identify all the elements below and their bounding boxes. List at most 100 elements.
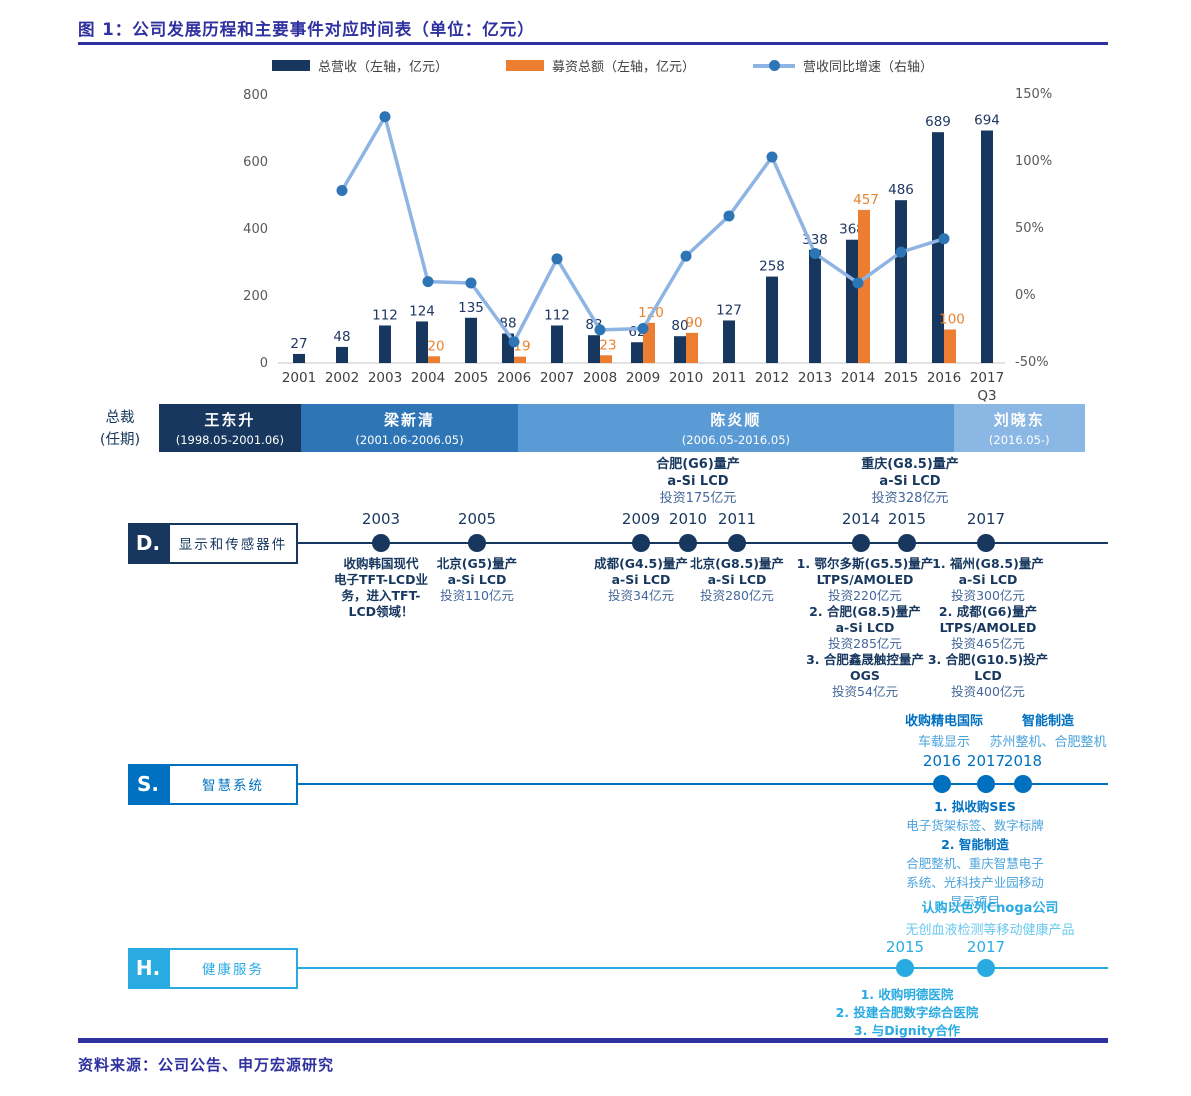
left-axis-tick: 400 bbox=[243, 222, 268, 237]
timeline-note-line: 重庆(G8.5)量产 bbox=[861, 457, 959, 472]
funding-bar-2010 bbox=[686, 332, 698, 363]
bottom-divider bbox=[78, 1038, 1108, 1043]
timeline-note-line: 合肥(G6)量产 bbox=[656, 457, 740, 472]
president-axis-label: 总裁 (任期) bbox=[88, 407, 152, 451]
left-axis-tick: 600 bbox=[243, 155, 268, 170]
timeline-note-line: 投资400亿元 bbox=[951, 684, 1025, 699]
timeline-year-2015: 2015 bbox=[885, 938, 925, 956]
president-term: (2006.05-2016.05) bbox=[681, 433, 790, 447]
growth-marker bbox=[379, 111, 391, 123]
president-term-bar: 王东升 (1998.05-2001.06) 梁新清 (2001.06-2006.05)… bbox=[159, 404, 1085, 452]
timeline-note-line: 成都(G4.5)量产 bbox=[594, 556, 688, 571]
revenue-bar-2013 bbox=[809, 249, 821, 363]
timeline-letter-box: H. bbox=[128, 947, 168, 989]
timeline-year-2015: 2015 bbox=[887, 510, 927, 528]
revenue-label-2016: 689 bbox=[925, 114, 951, 130]
timeline-dot-2010 bbox=[679, 534, 697, 552]
revenue-label-2010: 80 bbox=[671, 318, 688, 334]
x-tick-2007: 2007 bbox=[540, 370, 574, 386]
timeline-dot-2014 bbox=[852, 534, 870, 552]
timeline-dot-2015 bbox=[898, 534, 916, 552]
revenue-label-2007: 112 bbox=[544, 307, 570, 323]
timeline-note-below: 北京(G8.5)量产 a-Si LCD 投资280亿元 bbox=[597, 556, 877, 604]
x-tick-2012: 2012 bbox=[755, 370, 789, 386]
timeline-note-line: 2. 投建合肥数字综合医院 bbox=[835, 1005, 979, 1020]
legend-item-funding: 募资总额（左轴，亿元） bbox=[505, 56, 695, 75]
timeline-note-below: 成都(G4.5)量产 a-Si LCD 投资34亿元 bbox=[501, 556, 781, 604]
revenue-bar-2001 bbox=[293, 353, 305, 363]
x-tick-2011: 2011 bbox=[712, 370, 746, 386]
timeline-note-above: 重庆(G8.5)量产 a-Si LCD 投资328亿元 bbox=[770, 456, 1050, 507]
timeline-note-line: 1. 鄂尔多斯(G5.5)量产 bbox=[796, 556, 934, 571]
x-tick-2016: 2016 bbox=[927, 370, 961, 386]
x-tick-2015: 2015 bbox=[884, 370, 918, 386]
revenue-bar-2015 bbox=[895, 200, 907, 363]
right-axis-tick: 100% bbox=[1015, 154, 1052, 169]
growth-marker bbox=[637, 323, 649, 334]
president-term: (2016.05-) bbox=[988, 433, 1050, 447]
revenue-bar-2017 bbox=[981, 130, 993, 363]
timeline-note-line: a-Si LCD bbox=[707, 572, 767, 587]
right-axis-tick: 0% bbox=[1015, 288, 1036, 303]
growth-line-swatch bbox=[753, 60, 795, 71]
timeline-note-line: 投资220亿元 bbox=[828, 588, 902, 603]
timeline-line bbox=[297, 782, 1108, 786]
timeline-label-box: 智慧系统 bbox=[168, 763, 298, 805]
timeline-note-line: 3. 与Dignity合作 bbox=[853, 1023, 961, 1038]
timeline-note-line: 投资328亿元 bbox=[871, 491, 949, 506]
timeline-note-line: 务，进入TFT- bbox=[341, 588, 421, 603]
timeline-note-line: 1. 拟收购SES bbox=[934, 799, 1016, 814]
revenue-label-2002: 48 bbox=[333, 329, 350, 345]
timeline-note-line: 1. 福州(G8.5)量产 bbox=[932, 556, 1044, 571]
growth-marker bbox=[680, 250, 692, 262]
funding-label-2004: 20 bbox=[427, 338, 444, 354]
growth-marker bbox=[766, 151, 778, 163]
timeline-note-line: a-Si LCD bbox=[958, 572, 1018, 587]
president-segment-3: 陈炎顺 (2006.05-2016.05) bbox=[518, 404, 954, 452]
timeline-note-line: 投资110亿元 bbox=[440, 588, 514, 603]
legend-item-growth: 营收同比增速（右轴） bbox=[753, 56, 933, 75]
timeline-note-line: 投资34亿元 bbox=[608, 588, 674, 603]
timeline-note-line: LTPS/AMOLED bbox=[816, 572, 914, 587]
funding-bar-2016 bbox=[944, 329, 956, 363]
revenue-bar-2004 bbox=[416, 321, 428, 363]
funding-bar-2008 bbox=[600, 355, 612, 363]
timeline-dot-2009 bbox=[632, 534, 650, 552]
revenue-bar-2008 bbox=[588, 335, 600, 363]
timeline-dot-2017 bbox=[977, 775, 995, 793]
timeline-note-line: LCD bbox=[974, 668, 1002, 683]
x-tick-2006: 2006 bbox=[497, 370, 531, 386]
timeline-note-line: 合肥整机、重庆智慧电子 bbox=[906, 856, 1044, 871]
timeline-year-2016: 2016 bbox=[922, 752, 962, 770]
timeline-note-line: 车载显示 bbox=[917, 735, 970, 750]
funding-bar-2006 bbox=[514, 356, 526, 363]
revenue-label-2003: 112 bbox=[372, 307, 398, 323]
timeline-note-line: 3. 合肥鑫晟触控量产 bbox=[806, 652, 924, 667]
timeline-note-line: 3. 合肥(G10.5)投产 bbox=[927, 652, 1049, 667]
x-tick-note: Q3 bbox=[977, 388, 996, 404]
timeline-note-line: 系统、光科技产业园移动 bbox=[906, 875, 1044, 890]
revenue-bar-2003 bbox=[379, 325, 391, 363]
figure-title: 图 1：公司发展历程和主要事件对应时间表（单位：亿元） bbox=[78, 20, 535, 39]
timeline-note-line: a-Si LCD bbox=[611, 572, 671, 587]
timeline-letter-box: S. bbox=[128, 763, 168, 805]
timeline-note-line: 投资280亿元 bbox=[700, 588, 774, 603]
timeline-note-line: a-Si LCD bbox=[667, 474, 729, 489]
legend-item-revenue: 总营收（左轴，亿元） bbox=[271, 56, 448, 75]
timeline-dot-2011 bbox=[728, 534, 746, 552]
timeline-year-2017: 2017 bbox=[966, 938, 1006, 956]
x-tick-2014: 2014 bbox=[841, 370, 875, 386]
revenue-label-2005: 135 bbox=[458, 300, 484, 316]
growth-marker bbox=[723, 210, 735, 222]
timeline-note-line: 投资300亿元 bbox=[951, 588, 1025, 603]
x-tick-2003: 2003 bbox=[368, 370, 402, 386]
revenue-label-2001: 27 bbox=[290, 336, 307, 352]
x-tick-2017: 2017 bbox=[970, 370, 1004, 386]
growth-marker bbox=[551, 253, 563, 265]
president-axis-label-line1: 总裁 bbox=[105, 410, 135, 426]
growth-marker bbox=[852, 277, 864, 289]
timeline-note-below: 收购韩国现代 电子TFT-LCD业 务，进入TFT- LCD领域！ bbox=[241, 556, 521, 620]
left-axis-tick: 800 bbox=[243, 88, 268, 103]
timeline-year-2009: 2009 bbox=[621, 510, 661, 528]
